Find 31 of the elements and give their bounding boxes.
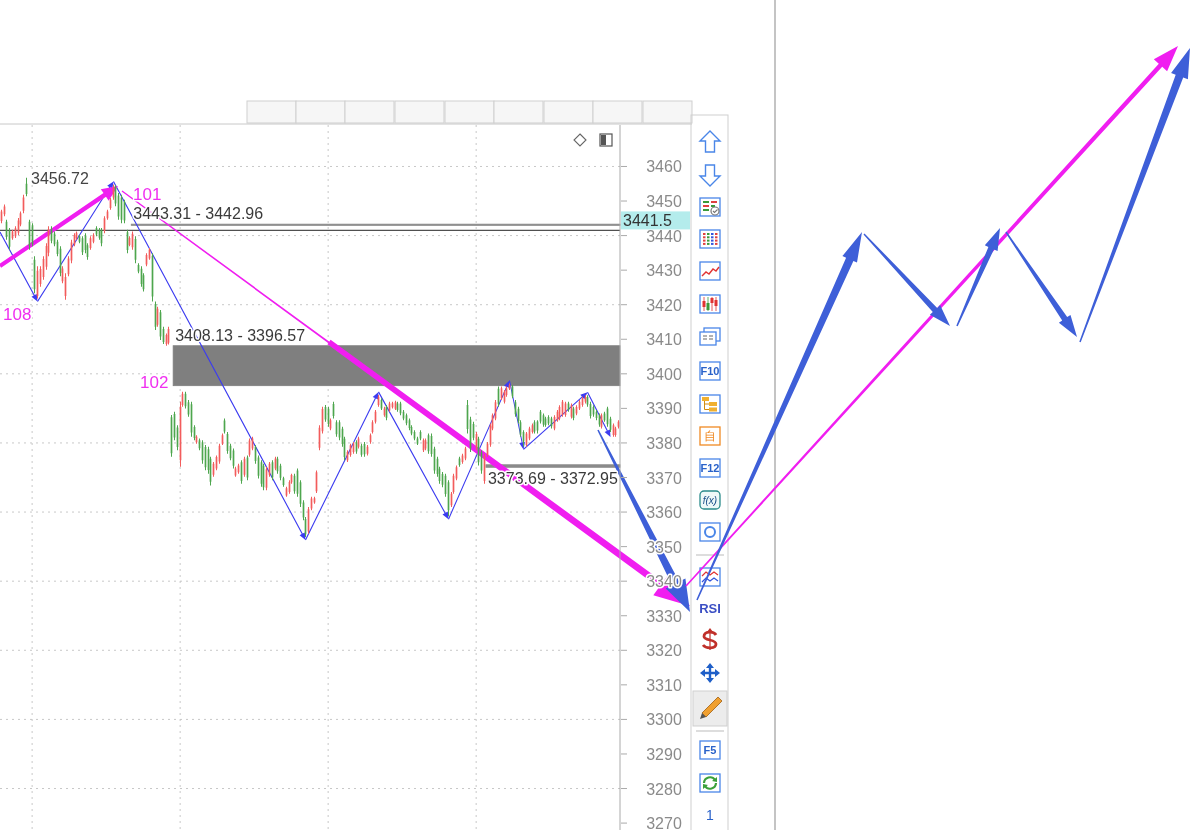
y-tick-label: 3310	[646, 676, 682, 694]
annotation: 101	[133, 185, 162, 204]
text: RSI	[699, 600, 721, 616]
annotation: 102	[140, 373, 169, 392]
y-tick-label: 3430	[646, 261, 682, 279]
ref-line-label: 3441.5	[623, 211, 673, 229]
y-tick-label: 3450	[646, 192, 682, 210]
key-button: F12	[699, 458, 721, 478]
annotation: 108	[3, 305, 32, 324]
key-button: F5	[699, 740, 721, 760]
y-tick-label: 3410	[646, 330, 682, 348]
y-tick-label: 3370	[646, 469, 682, 486]
y-tick-label: 3400	[646, 365, 682, 383]
y-tick-label: 3300	[646, 710, 682, 728]
y-tick-label: 3420	[646, 296, 682, 314]
y-tick-label: 3330	[646, 607, 682, 625]
y-tick-label: 3280	[646, 780, 682, 798]
y-tick-label: 3360	[646, 503, 682, 521]
text: 1	[706, 807, 715, 823]
y-tick-label: 3320	[646, 641, 682, 659]
y-tick-label: 3340	[646, 572, 682, 590]
key-button: F10	[699, 361, 721, 381]
y-tick-label: 3380	[646, 434, 682, 452]
y-tick-label: 3440	[646, 227, 682, 245]
y-tick-label: 3270	[646, 814, 682, 830]
y-tick-label: 3390	[646, 399, 682, 417]
y-tick-label: 3290	[646, 745, 682, 763]
page-button: 自	[699, 426, 721, 446]
annotation: 3456.72	[31, 170, 89, 187]
function-button: f(x)	[699, 490, 721, 510]
y-tick-label: 3460	[646, 157, 682, 175]
